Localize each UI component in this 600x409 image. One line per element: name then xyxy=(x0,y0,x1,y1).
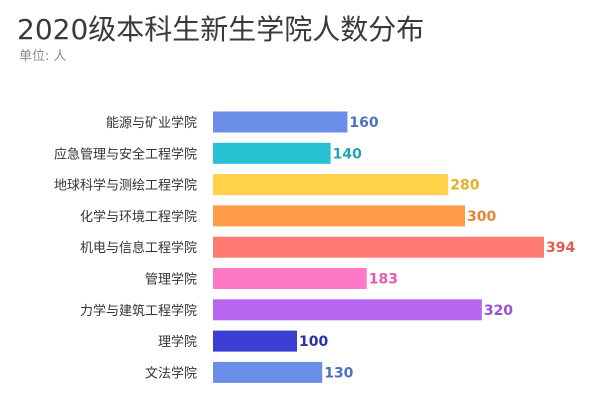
bar-4 xyxy=(213,236,544,258)
bar-7 xyxy=(213,330,298,352)
value-label-0: 160 xyxy=(349,115,378,131)
chart-title: 2020级本科生新生学院人数分布 xyxy=(17,13,425,46)
bar-3 xyxy=(213,205,466,227)
category-label-2: 地球科学与测绘工程学院 xyxy=(54,178,197,194)
chart-subtitle: 单位: 人 xyxy=(19,49,67,64)
bar-2 xyxy=(213,174,449,196)
value-label-2: 280 xyxy=(450,178,479,194)
value-label-4: 394 xyxy=(546,240,575,256)
value-label-5: 183 xyxy=(369,272,398,288)
bar-8 xyxy=(213,361,323,383)
value-label-8: 130 xyxy=(324,365,353,381)
bar-6 xyxy=(213,299,482,321)
category-label-6: 力学与建筑工程学院 xyxy=(80,303,197,319)
category-label-7: 理学院 xyxy=(158,334,197,350)
value-label-3: 300 xyxy=(467,209,496,225)
value-label-1: 140 xyxy=(333,146,362,162)
bar-5 xyxy=(213,268,367,289)
category-label-5: 管理学院 xyxy=(145,272,197,288)
category-label-8: 文法学院 xyxy=(145,365,197,381)
bar-0 xyxy=(213,111,348,133)
category-label-1: 应急管理与安全工程学院 xyxy=(54,146,197,162)
category-label-0: 能源与矿业学院 xyxy=(106,115,197,131)
value-label-7: 100 xyxy=(299,334,328,350)
category-label-4: 机电与信息工程学院 xyxy=(80,240,197,256)
bar-1 xyxy=(213,142,331,164)
category-label-3: 化学与环境工程学院 xyxy=(80,209,197,225)
value-label-6: 320 xyxy=(484,303,513,319)
